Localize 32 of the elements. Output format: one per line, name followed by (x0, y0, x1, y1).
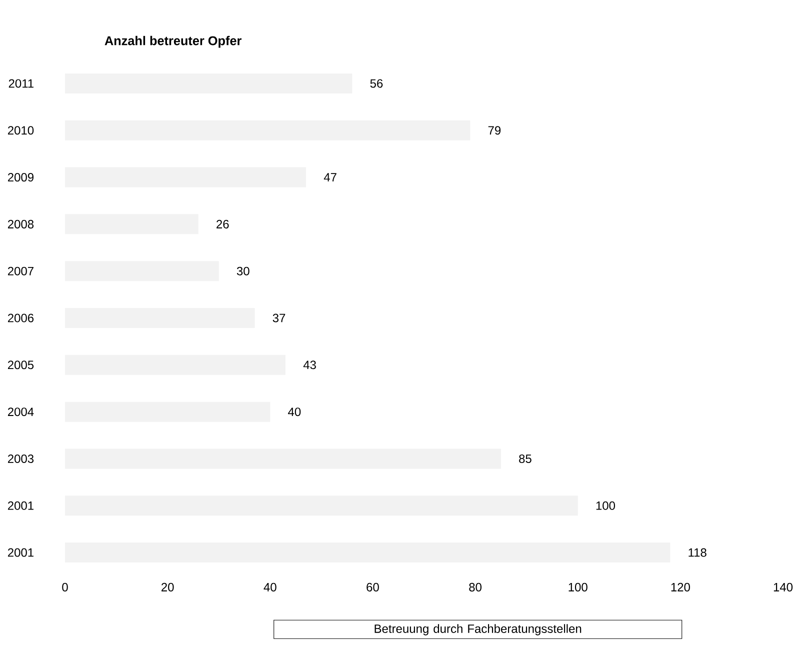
y-tick-label: 2006 (8, 314, 34, 322)
text: Betreuung durch Fachberatungsstellen (374, 624, 582, 636)
x-tick-label: 80 (469, 582, 482, 592)
data-label: 43 (303, 360, 316, 370)
data-label: 56 (370, 79, 383, 88)
y-tick-label: 2001 (8, 548, 34, 557)
x-tick-label: 40 (264, 582, 276, 592)
y-tick-label: 2010 (8, 126, 34, 135)
x-tick-label: 140 (774, 582, 793, 592)
y-tick-label: 2005 (8, 360, 34, 370)
y-tick-label: 2011 (8, 79, 34, 88)
data-label: 30 (236, 266, 250, 276)
chart-title: Anzahl betreuter Opfer (104, 36, 242, 48)
y-tick-label: 2004 (8, 408, 34, 416)
x-tick-label: 60 (366, 582, 379, 592)
x-tick-label: 20 (162, 582, 174, 592)
data-label: 118 (688, 548, 706, 557)
data-label: 47 (324, 173, 336, 182)
data-label: 79 (488, 126, 501, 135)
data-label: 37 (272, 314, 286, 322)
data-label: 40 (288, 408, 301, 416)
x-tick-label: 100 (568, 582, 588, 592)
data-label: 26 (216, 220, 229, 228)
x-tick-label: 0 (62, 582, 68, 592)
y-tick-label: 2008 (8, 220, 34, 228)
data-label: 100 (596, 501, 616, 510)
y-tick-label: 2009 (8, 173, 34, 182)
x-tick-label: 120 (671, 582, 690, 592)
y-tick-label: 2003 (8, 454, 34, 463)
y-tick-label: 2007 (8, 266, 34, 276)
data-label: 85 (519, 454, 532, 463)
y-tick-label: 2001 (8, 501, 34, 510)
